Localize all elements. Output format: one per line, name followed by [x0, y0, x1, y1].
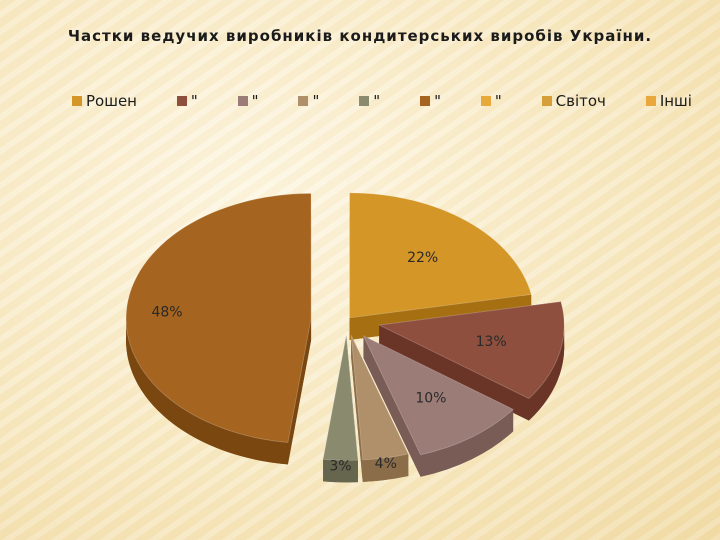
legend-swatch	[420, 96, 431, 106]
legend-item: "	[480, 92, 502, 110]
legend-label: "	[251, 92, 259, 110]
legend-label: "	[312, 92, 320, 110]
pie-data-label: 4%	[375, 456, 397, 472]
pie-data-label: 13%	[476, 334, 507, 350]
legend-label: "	[434, 92, 441, 110]
pie-slice-rim	[362, 454, 409, 482]
legend-label: Інші	[659, 92, 692, 110]
legend-item: Рошен	[72, 92, 137, 110]
legend-swatch	[359, 96, 370, 106]
pie-slice-rim	[323, 459, 358, 483]
legend-label: "	[373, 92, 381, 110]
pie-slice-wall	[363, 335, 421, 477]
legend-item: Інші	[645, 92, 692, 110]
pie-slice-rim	[528, 325, 565, 421]
legend-item: "	[298, 92, 319, 110]
chart-title: Частки ведучих виробників кондитерських …	[67, 27, 653, 45]
pie-data-label: 10%	[415, 391, 446, 407]
pie-slice	[125, 193, 312, 443]
legend-item: "	[176, 92, 198, 110]
pie-slice-rim	[420, 409, 514, 477]
legend-label: "	[494, 92, 502, 110]
legend-item: Світоч	[541, 92, 606, 110]
legend-swatch	[298, 96, 309, 106]
pie-slice	[362, 334, 514, 456]
legend-item: "	[237, 92, 259, 110]
pie-slice-wall	[379, 325, 529, 421]
pie-slice	[349, 192, 532, 319]
pie-slice-wall	[287, 318, 312, 465]
legend-label: Рошен	[86, 92, 137, 110]
pie-data-label: 3%	[329, 458, 351, 474]
pie-slice	[350, 334, 409, 461]
legend-swatch	[176, 96, 187, 106]
legend-label: Світоч	[555, 92, 606, 110]
pie-slice-rim	[126, 318, 288, 465]
legend-swatch	[645, 96, 656, 106]
legend-item: "	[359, 92, 380, 110]
pie-data-label: 22%	[407, 250, 438, 266]
pie-slice	[377, 301, 565, 399]
legend-swatch	[541, 96, 552, 106]
pie-data-label: 48%	[151, 304, 182, 320]
pie-slice	[322, 335, 359, 461]
legend-swatch	[72, 96, 82, 106]
chart-legend: Рошен " " " " " " Світоч Інші	[72, 92, 692, 110]
legend-item: "	[420, 92, 441, 110]
legend-swatch	[237, 96, 248, 106]
pie-slice-wall	[351, 335, 363, 482]
legend-swatch	[480, 96, 491, 106]
legend-label: "	[190, 92, 198, 110]
